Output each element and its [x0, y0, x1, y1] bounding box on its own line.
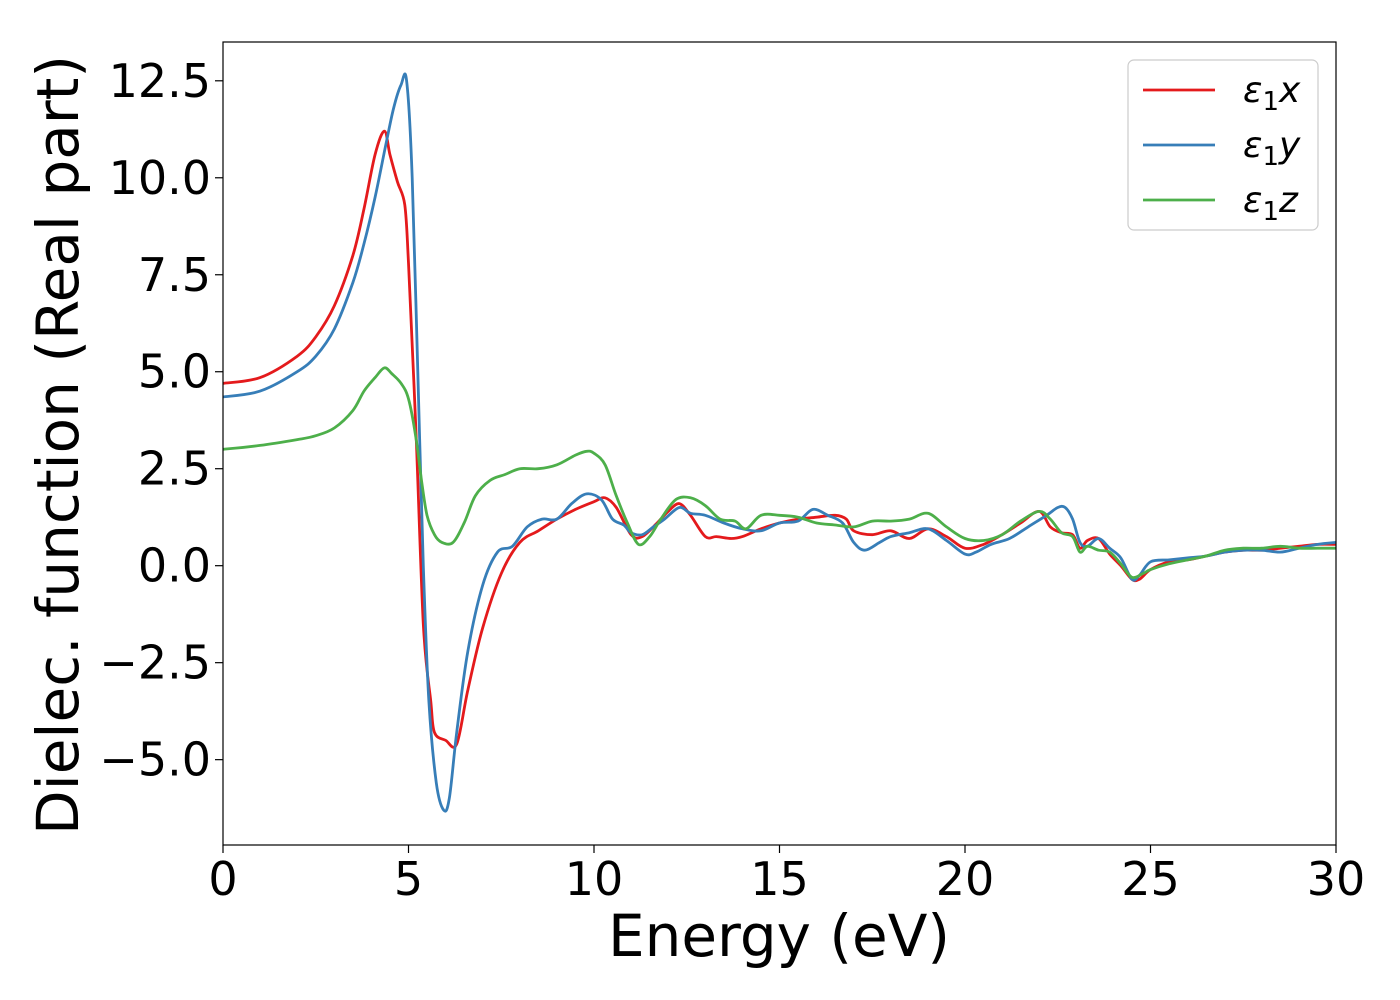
legend-label-3: ε1z [1243, 180, 1299, 227]
x-tick-label: 30 [1307, 852, 1366, 906]
x-tick-label: 15 [750, 852, 809, 906]
x-tick-label: 10 [565, 852, 624, 906]
series-line-3 [222, 366, 1336, 580]
y-tick-label: 7.5 [138, 248, 211, 302]
x-axis-label: Energy (eV) [608, 902, 950, 970]
x-tick-label: 5 [394, 852, 423, 906]
y-axis: −5.0 −2.5 0.0 2.5 5.0 7.5 10.0 12.5 [99, 54, 223, 787]
legend-box [1127, 59, 1319, 231]
x-tick-label: 0 [208, 852, 237, 906]
series-line-2 [222, 72, 1337, 813]
y-axis-label: Dielec. function (Real part) [24, 55, 92, 835]
y-tick-label: 5.0 [138, 345, 211, 399]
x-axis: 0 5 10 15 20 25 30 [208, 845, 1365, 906]
y-tick-label: −2.5 [99, 636, 211, 690]
legend: ε1x ε1y ε1z [1127, 59, 1319, 231]
y-tick-label: −5.0 [99, 733, 211, 787]
legend-label-1: ε1x [1243, 70, 1301, 117]
series-layer [222, 72, 1337, 813]
y-tick-label: 2.5 [138, 442, 211, 496]
y-tick-label: 10.0 [109, 151, 211, 205]
x-tick-label: 25 [1121, 852, 1180, 906]
x-tick-label: 20 [936, 852, 995, 906]
y-tick-label: 12.5 [109, 54, 211, 108]
y-tick-label: 0.0 [138, 539, 211, 593]
legend-label-2: ε1y [1243, 125, 1301, 172]
